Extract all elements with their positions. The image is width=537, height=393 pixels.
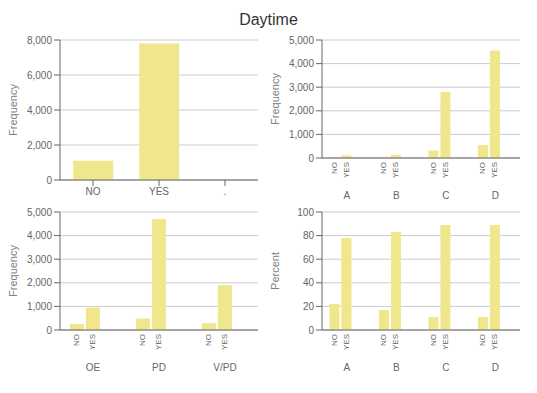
svg-text:PD: PD <box>152 362 166 373</box>
svg-text:Percent: Percent <box>270 252 281 290</box>
svg-text:B: B <box>393 190 400 201</box>
svg-text:YES: YES <box>342 334 351 350</box>
svg-text:NO: NO <box>429 162 438 174</box>
svg-text:YES: YES <box>391 162 400 178</box>
svg-text:YES: YES <box>220 334 229 350</box>
svg-text:NO: NO <box>478 162 487 174</box>
svg-text:5,000: 5,000 <box>27 207 52 218</box>
svg-text:20: 20 <box>303 301 315 312</box>
svg-text:3,000: 3,000 <box>27 254 52 265</box>
svg-text:A: A <box>343 190 350 201</box>
svg-text:0: 0 <box>46 325 52 336</box>
svg-text:Frequency: Frequency <box>270 73 281 125</box>
svg-text:NO: NO <box>204 334 213 346</box>
svg-text:YES: YES <box>441 334 450 350</box>
svg-text:4,000: 4,000 <box>27 105 52 116</box>
svg-text:YES: YES <box>342 162 351 178</box>
svg-text:NO: NO <box>138 334 147 346</box>
html-text:Daytime: Daytime <box>239 11 298 28</box>
svg-text:Frequency: Frequency <box>8 84 19 136</box>
svg-text:4,000: 4,000 <box>27 230 52 241</box>
svg-text:.: . <box>224 186 227 197</box>
svg-text:2,000: 2,000 <box>289 105 314 116</box>
svg-text:C: C <box>442 362 449 373</box>
svg-text:60: 60 <box>303 254 315 265</box>
svg-text:1,000: 1,000 <box>27 301 52 312</box>
svg-text:NO: NO <box>330 162 339 174</box>
svg-text:A: A <box>343 362 350 373</box>
svg-text:NO: NO <box>86 186 101 197</box>
svg-text:YES: YES <box>149 186 169 197</box>
svg-text:V/PD: V/PD <box>213 362 236 373</box>
svg-text:NO: NO <box>72 334 81 346</box>
svg-text:NO: NO <box>478 334 487 346</box>
svg-text:NO: NO <box>330 334 339 346</box>
svg-text:80: 80 <box>303 230 315 241</box>
svg-text:0: 0 <box>308 325 314 336</box>
svg-text:4,000: 4,000 <box>289 58 314 69</box>
svg-text:YES: YES <box>490 162 499 178</box>
svg-text:100: 100 <box>297 207 314 218</box>
svg-text:3,000: 3,000 <box>289 82 314 93</box>
svg-text:40: 40 <box>303 277 315 288</box>
svg-text:Frequency: Frequency <box>8 245 19 297</box>
svg-text:2,000: 2,000 <box>27 140 52 151</box>
svg-text:YES: YES <box>391 334 400 350</box>
svg-text:8,000: 8,000 <box>27 35 52 46</box>
svg-text:0: 0 <box>46 175 52 186</box>
svg-text:5,000: 5,000 <box>289 35 314 46</box>
svg-text:NO: NO <box>429 334 438 346</box>
svg-text:YES: YES <box>88 334 97 350</box>
svg-text:C: C <box>442 190 449 201</box>
svg-text:2,000: 2,000 <box>27 277 52 288</box>
svg-text:0: 0 <box>308 153 314 164</box>
svg-text:D: D <box>492 362 499 373</box>
svg-text:YES: YES <box>490 334 499 350</box>
svg-text:YES: YES <box>154 334 163 350</box>
svg-text:OE: OE <box>86 362 101 373</box>
svg-text:1,000: 1,000 <box>289 129 314 140</box>
svg-text:B: B <box>393 362 400 373</box>
svg-text:6,000: 6,000 <box>27 70 52 81</box>
svg-text:NO: NO <box>379 334 388 346</box>
svg-text:NO: NO <box>379 162 388 174</box>
svg-text:YES: YES <box>441 162 450 178</box>
svg-text:D: D <box>492 190 499 201</box>
